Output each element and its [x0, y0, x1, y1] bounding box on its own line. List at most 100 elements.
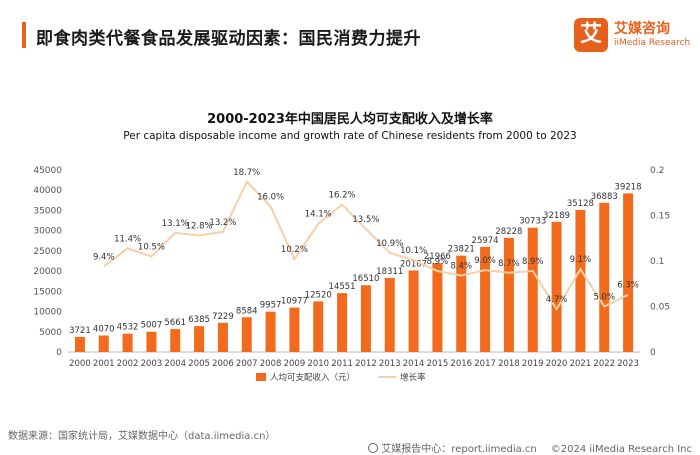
x-tick-label: 2014 [403, 359, 425, 369]
growth-rate-line [103, 180, 629, 312]
bar [551, 221, 562, 352]
x-tick-label: 2015 [427, 359, 449, 369]
bar-value-label: 8584 [236, 306, 258, 316]
logo-name-en: iiMedia Research [614, 38, 691, 48]
bar-value-label: 32189 [543, 211, 570, 221]
chart-canvas: 0500010000150002000025000300003500040000… [33, 166, 670, 383]
x-tick-label: 2012 [355, 359, 377, 369]
legend-label-growth: 增长率 [400, 372, 426, 383]
growth-rate-label: 10.9% [376, 239, 403, 249]
copyright: ©2024 iiMedia Research Inc [550, 444, 692, 455]
bar [146, 331, 157, 352]
growth-rate-label: 9.1% [570, 255, 592, 265]
bar-value-label: 30733 [519, 217, 546, 227]
growth-rate-label: 4.7% [546, 295, 568, 305]
bar [503, 237, 514, 352]
bar [432, 263, 443, 352]
bar [480, 246, 491, 352]
bar-value-label: 35128 [567, 199, 594, 209]
chart-title: 2000-2023年中国居民人均可支配收入及增长率 [207, 112, 493, 127]
x-tick-label: 2007 [236, 359, 258, 369]
x-tick-label: 2017 [474, 359, 496, 369]
y-right-tick-label: 0.05 [650, 303, 670, 313]
bar-value-label: 6385 [188, 315, 210, 325]
bar-value-label: 39218 [615, 182, 642, 192]
y-left-tick-label: 5000 [39, 328, 62, 338]
growth-rate-label: 13.5% [352, 215, 379, 225]
bar [527, 227, 538, 352]
bar-value-label: 10977 [281, 297, 308, 307]
growth-rate-label: 11.4% [114, 234, 141, 244]
bar [384, 277, 395, 352]
y-left-tick-label: 0 [56, 348, 62, 358]
growth-rate-label: 12.8% [186, 222, 213, 232]
bar-value-label: 21966 [424, 252, 451, 262]
x-tick-label: 2022 [593, 359, 615, 369]
report-center-link[interactable]: 艾媒报告中心：report.iimedia.cn [381, 444, 537, 455]
bar [313, 301, 324, 352]
growth-rate-label: 8.9% [427, 257, 449, 267]
growth-rate-label: 8.4% [450, 262, 472, 272]
bar-value-label: 5007 [141, 321, 163, 331]
x-tick-label: 2006 [212, 359, 234, 369]
legend-label-income: 人均可支配收入（元） [270, 372, 355, 383]
bar [74, 336, 85, 352]
data-source: 数据来源：国家统计局，艾媒数据中心（data.iimedia.cn） [8, 431, 276, 442]
bar [599, 202, 610, 352]
x-tick-label: 2023 [617, 359, 639, 369]
growth-rate-label: 14.1% [305, 210, 332, 220]
bar [360, 285, 371, 352]
x-tick-label: 2002 [117, 359, 139, 369]
x-tick-label: 2004 [164, 359, 186, 369]
growth-rate-label: 13.2% [209, 218, 236, 228]
y-right-tick-label: 0.1 [650, 257, 664, 267]
y-left-tick-label: 35000 [33, 206, 62, 216]
bar-value-label: 7229 [212, 312, 234, 322]
y-left-tick-label: 15000 [33, 287, 62, 297]
x-tick-label: 2016 [450, 359, 472, 369]
bar [170, 329, 181, 352]
bar-value-label: 4532 [117, 323, 139, 333]
legend-swatch-income [256, 373, 266, 381]
growth-rate-label: 16.0% [257, 192, 284, 202]
bar [241, 317, 252, 352]
x-tick-label: 2005 [188, 359, 210, 369]
x-tick-label: 2000 [69, 359, 91, 369]
brand-logo: 艾 艾媒咨询 iiMedia Research [574, 16, 694, 56]
bar-value-label: 9957 [260, 301, 282, 311]
y-left-tick-label: 30000 [33, 227, 62, 237]
bar-value-label: 12520 [305, 290, 332, 300]
x-tick-label: 2019 [522, 359, 544, 369]
footer-credits: 艾媒报告中心：report.iimedia.cn ©2024 iiMedia Re… [368, 440, 692, 455]
growth-rate-label: 8.7% [498, 259, 520, 269]
bar [575, 209, 586, 352]
y-right-tick-label: 0.2 [650, 166, 664, 176]
growth-rate-label: 10.1% [400, 246, 427, 256]
x-tick-label: 2011 [331, 359, 353, 369]
bar-value-label: 3721 [69, 326, 91, 336]
chart-subtitle: Per capita disposable income and growth … [123, 130, 577, 142]
growth-rate-label: 16.2% [329, 191, 356, 201]
bar-value-label: 20167 [400, 259, 427, 269]
x-tick-label: 2018 [498, 359, 520, 369]
bar [98, 335, 109, 352]
bar [194, 326, 205, 352]
x-tick-label: 2009 [284, 359, 306, 369]
growth-rate-label: 13.1% [162, 219, 189, 229]
x-tick-label: 2008 [260, 359, 282, 369]
bar [265, 311, 276, 352]
y-right-tick-label: 0.15 [650, 212, 670, 222]
bar-value-label: 36883 [591, 192, 618, 202]
x-tick-label: 2001 [93, 359, 115, 369]
bar-value-label: 14551 [329, 282, 356, 292]
y-left-tick-label: 45000 [33, 166, 62, 176]
growth-rate-label: 10.5% [138, 242, 165, 252]
y-right-tick-label: 0 [650, 348, 656, 358]
growth-rate-label: 9.4% [93, 252, 115, 262]
growth-rate-label: 6.3% [617, 281, 639, 291]
y-left-tick-label: 40000 [33, 186, 62, 196]
bar [289, 307, 300, 352]
x-tick-label: 2020 [546, 359, 568, 369]
growth-rate-label: 8.9% [522, 257, 544, 267]
bar-value-label: 25974 [472, 236, 499, 246]
